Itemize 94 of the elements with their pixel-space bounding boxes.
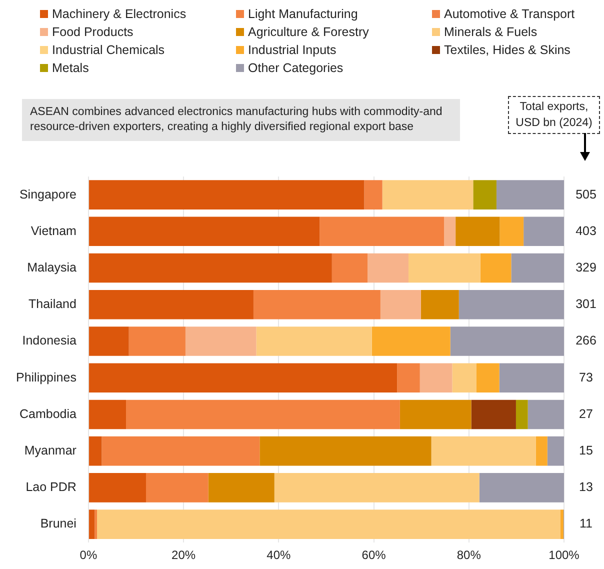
legend-label: Other Categories bbox=[248, 61, 344, 75]
y-tick-label: Thailand bbox=[28, 297, 76, 312]
bar bbox=[126, 400, 400, 430]
bar bbox=[88, 400, 126, 430]
text: 266 bbox=[576, 334, 596, 348]
x-tick-label: 20% bbox=[172, 548, 196, 562]
y-tick-label: Malaysia bbox=[27, 260, 76, 274]
bar bbox=[536, 436, 548, 466]
bar bbox=[88, 473, 146, 502]
bar bbox=[146, 473, 208, 502]
bar bbox=[528, 400, 564, 430]
bar bbox=[380, 290, 421, 320]
bar bbox=[452, 363, 476, 392]
chart-subtitle: ASEAN combines advanced electronics manufacturing hubs with commodity-and resource-driven exporters, creating a highly diversified regional export base bbox=[22, 99, 460, 141]
text: 403 bbox=[576, 224, 596, 238]
text: 15 bbox=[579, 444, 593, 458]
bar bbox=[88, 363, 398, 392]
bar bbox=[320, 216, 444, 246]
legend-label: Industrial Chemicals bbox=[52, 43, 165, 57]
bar bbox=[560, 510, 564, 539]
bar bbox=[364, 180, 382, 210]
bar bbox=[253, 290, 380, 320]
legend-label: Industrial Inputs bbox=[248, 43, 336, 57]
text: 27 bbox=[579, 406, 593, 421]
bar bbox=[450, 326, 564, 356]
bar bbox=[97, 510, 560, 539]
bar bbox=[476, 363, 500, 392]
bar bbox=[256, 326, 372, 356]
x-tick-label: 100% bbox=[548, 548, 580, 562]
legend-label: Textiles, Hides & Skins bbox=[444, 43, 570, 57]
bar bbox=[88, 253, 332, 283]
y-tick-label: Cambodia bbox=[19, 406, 76, 421]
legend-label: Automotive & Transport bbox=[444, 7, 575, 21]
legend-label: Light Manufacturing bbox=[248, 7, 358, 21]
x-tick-label: 80% bbox=[456, 548, 482, 562]
bar bbox=[88, 216, 320, 246]
text: 73 bbox=[579, 370, 593, 384]
text: Total exports, USD bn (2024) bbox=[508, 96, 600, 134]
x-tick-label: 60% bbox=[362, 548, 386, 562]
bar bbox=[420, 290, 459, 320]
bar bbox=[499, 363, 564, 392]
bar bbox=[94, 510, 98, 539]
bar bbox=[274, 473, 480, 502]
bar bbox=[524, 216, 564, 246]
bar bbox=[458, 290, 564, 320]
bar bbox=[88, 326, 129, 356]
legend-label: Metals bbox=[52, 61, 89, 75]
bar bbox=[400, 400, 472, 430]
y-tick-label: Singapore bbox=[19, 187, 76, 202]
y-tick-label: Lao PDR bbox=[26, 480, 76, 494]
legend-label: Food Products bbox=[52, 25, 134, 39]
bar bbox=[332, 253, 368, 283]
y-tick-label: Myanmar bbox=[24, 444, 76, 458]
y-tick-label: Vietnam bbox=[30, 224, 76, 238]
y-tick-label: Indonesia bbox=[22, 334, 76, 348]
bar bbox=[480, 253, 512, 283]
bar bbox=[496, 180, 564, 210]
bar bbox=[185, 326, 256, 356]
bar bbox=[382, 180, 474, 210]
text: 329 bbox=[576, 260, 596, 274]
bar bbox=[128, 326, 186, 356]
bar bbox=[547, 436, 564, 466]
bar bbox=[511, 253, 564, 283]
bar bbox=[420, 363, 452, 392]
x-tick-label: 40% bbox=[266, 548, 292, 562]
text: 301 bbox=[576, 297, 596, 312]
bar bbox=[471, 400, 516, 430]
text: 13 bbox=[579, 480, 593, 494]
bar bbox=[208, 473, 274, 502]
text: 505 bbox=[576, 187, 596, 202]
bar bbox=[444, 216, 456, 246]
bar bbox=[516, 400, 528, 430]
bar bbox=[431, 436, 536, 466]
bar bbox=[500, 216, 524, 246]
y-tick-label: Brunei bbox=[40, 516, 76, 531]
bar bbox=[408, 253, 480, 283]
bar bbox=[88, 510, 95, 539]
legend-label: Agriculture & Forestry bbox=[248, 25, 369, 39]
bar bbox=[102, 436, 260, 466]
legend-label: Minerals & Fuels bbox=[444, 25, 538, 39]
bar bbox=[397, 363, 420, 392]
bar bbox=[88, 290, 254, 320]
y-tick-label: Philippines bbox=[16, 370, 76, 384]
text: 11 bbox=[580, 516, 593, 531]
bar bbox=[260, 436, 432, 466]
bar bbox=[88, 436, 102, 466]
bar bbox=[473, 180, 496, 210]
x-tick-label: 0% bbox=[80, 548, 98, 562]
bar bbox=[88, 180, 364, 210]
bar bbox=[456, 216, 500, 246]
bar bbox=[372, 326, 450, 356]
legend-label: Machinery & Electronics bbox=[52, 7, 186, 21]
bar bbox=[479, 473, 564, 502]
bar bbox=[368, 253, 408, 283]
